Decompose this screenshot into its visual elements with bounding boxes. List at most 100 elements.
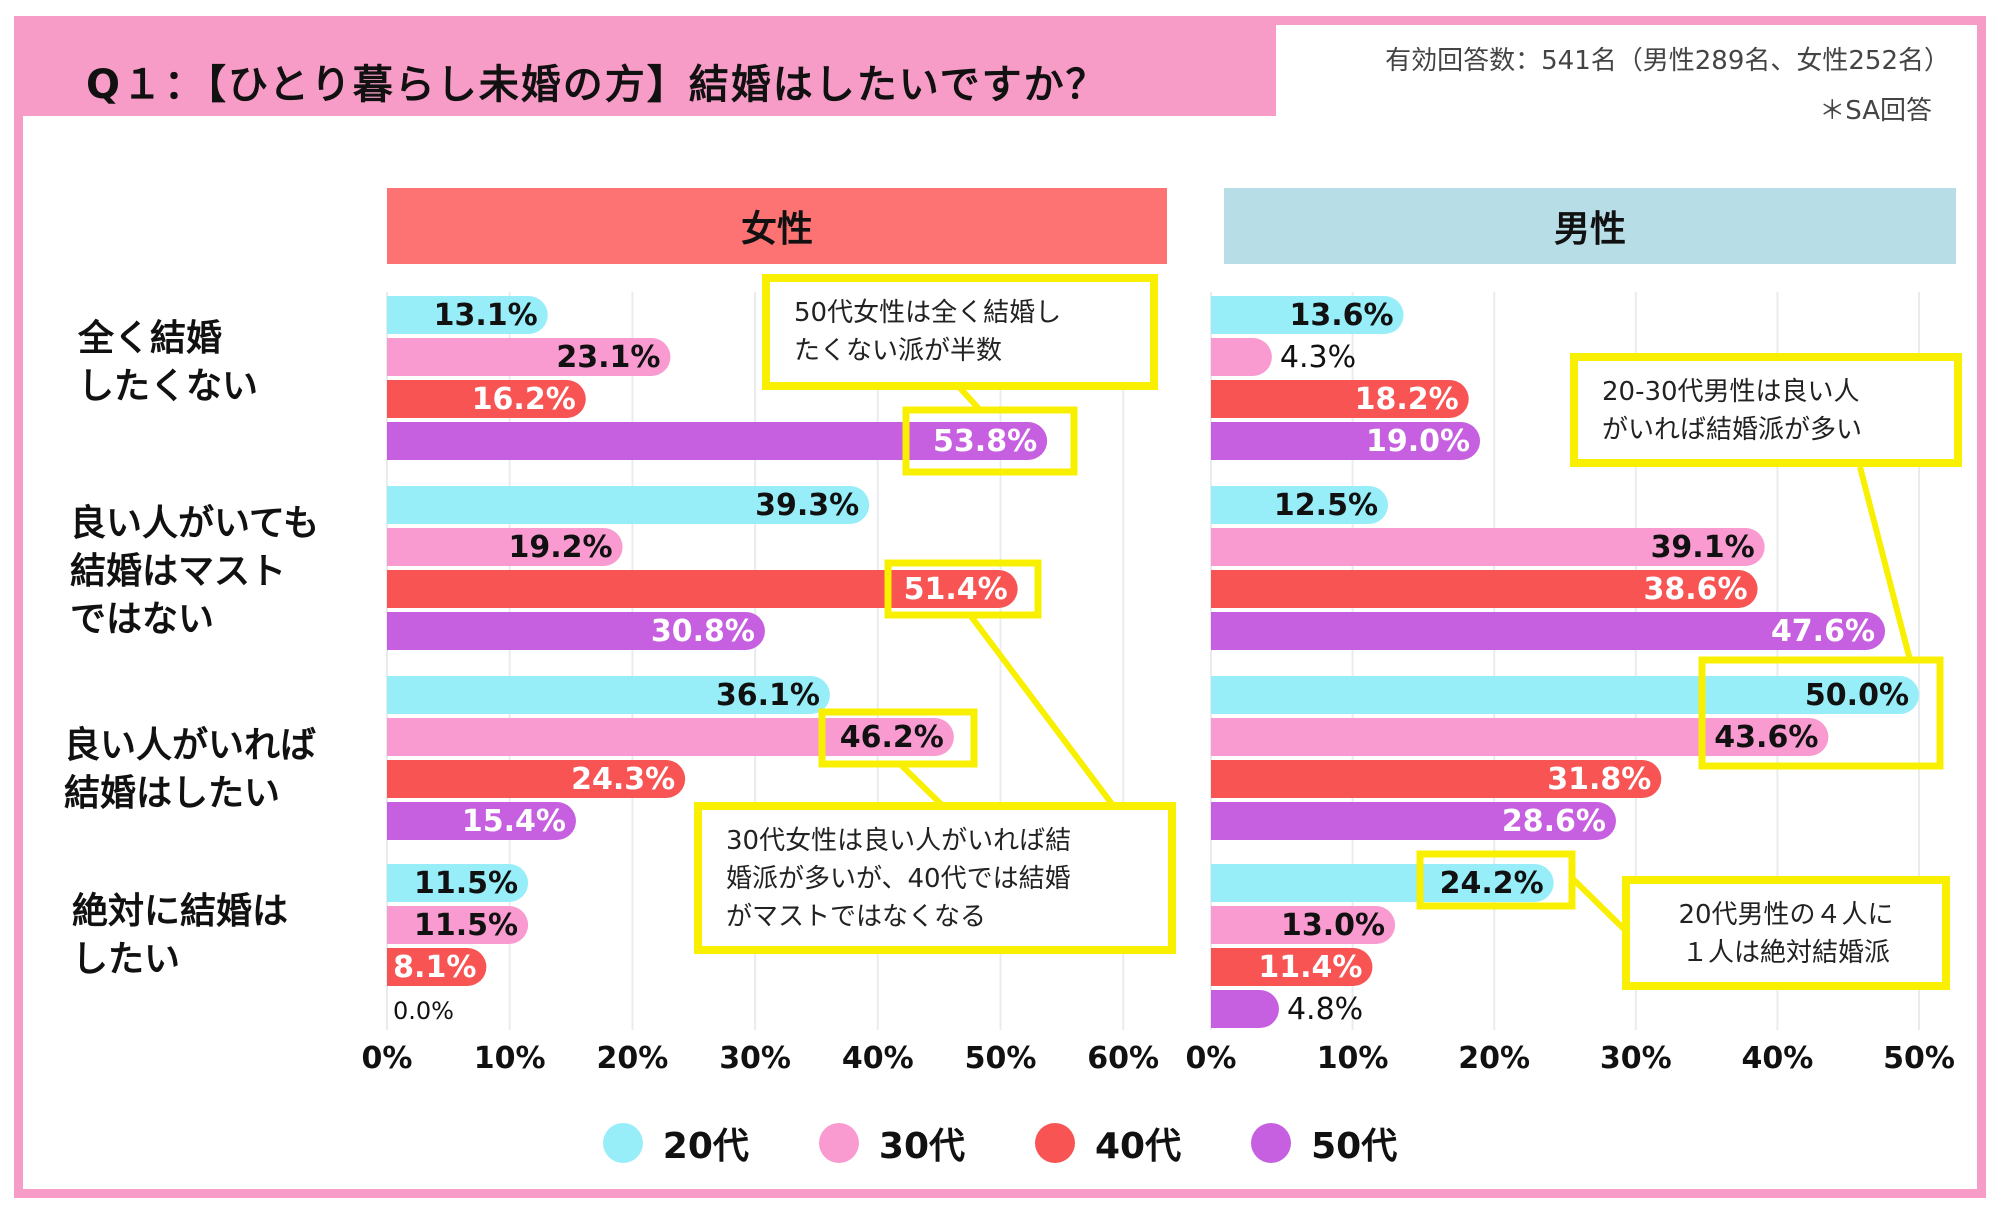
bar-40代-1 bbox=[1211, 570, 1758, 608]
bar-50代-1 bbox=[387, 612, 765, 650]
annotation-callout: 30代女性は良い人がいれば結 婚派が多いが、40代では結婚 がマストではなくなる bbox=[694, 802, 1176, 954]
bar-40代-3 bbox=[387, 948, 487, 986]
data-label: 46.2% bbox=[840, 720, 944, 755]
legend-label: 20代 bbox=[662, 1126, 749, 1167]
bar-40代-0 bbox=[1211, 380, 1469, 418]
data-label: 39.3% bbox=[755, 488, 859, 523]
data-label: 28.6% bbox=[1502, 804, 1606, 839]
callout-connector bbox=[897, 761, 948, 811]
annotation-callout: 20代男性の４人に １人は絶対結婚派 bbox=[1622, 876, 1950, 990]
data-label: 18.2% bbox=[1355, 382, 1459, 417]
legend-label: 40代 bbox=[1095, 1126, 1182, 1167]
legend-swatch-20s bbox=[602, 1123, 643, 1163]
annotation-callout: 50代女性は全く結婚し たくない派が半数 bbox=[762, 274, 1158, 390]
highlight-box bbox=[818, 708, 978, 768]
category-label: 全く結婚 したくない bbox=[78, 318, 259, 407]
x-tick-label: 0% bbox=[1186, 1041, 1237, 1076]
bar-40代-3 bbox=[1211, 948, 1373, 986]
bar-20代-3 bbox=[1211, 864, 1554, 902]
data-label: 38.6% bbox=[1643, 572, 1747, 607]
bar-50代-2 bbox=[1211, 802, 1616, 840]
bar-30代-1 bbox=[1211, 528, 1765, 566]
x-tick-label: 30% bbox=[719, 1041, 791, 1076]
x-tick-label: 10% bbox=[1317, 1041, 1389, 1076]
data-label: 0.0% bbox=[393, 997, 454, 1025]
x-tick-label: 50% bbox=[965, 1041, 1037, 1076]
bar-30代-1 bbox=[387, 528, 623, 566]
data-label: 50.0% bbox=[1805, 678, 1909, 713]
data-label: 19.2% bbox=[509, 530, 613, 565]
bar-20代-0 bbox=[1211, 296, 1404, 334]
bar-20代-2 bbox=[387, 676, 830, 714]
legend-swatch-40s bbox=[1035, 1123, 1075, 1163]
bar-30代-2 bbox=[1211, 718, 1829, 756]
answer-type-note: ＊SA回答 bbox=[1819, 96, 1932, 126]
data-label: 11.4% bbox=[1258, 950, 1362, 985]
x-tick-label: 40% bbox=[842, 1041, 914, 1076]
legend-swatch-50s bbox=[1251, 1123, 1292, 1163]
bar-50代-0 bbox=[1211, 422, 1481, 460]
x-tick-label: 60% bbox=[1087, 1041, 1159, 1076]
data-label: 51.4% bbox=[904, 572, 1008, 607]
callout-connector bbox=[1569, 875, 1633, 938]
bar-20代-3 bbox=[387, 864, 529, 902]
title-bar: Q１：【ひとり暮らし未婚の方】結婚はしたいですか？ bbox=[14, 16, 1276, 116]
data-label: 36.1% bbox=[716, 678, 820, 713]
bar-20代-1 bbox=[387, 486, 870, 524]
data-label: 43.6% bbox=[1714, 720, 1818, 755]
x-tick-label: 30% bbox=[1600, 1041, 1672, 1076]
data-label: 4.3% bbox=[1280, 340, 1356, 375]
data-label: 30.8% bbox=[651, 614, 755, 649]
category-label: 絶対に結婚は したい bbox=[72, 891, 289, 980]
bar-50代-0 bbox=[387, 422, 1048, 460]
data-label: 11.5% bbox=[414, 908, 518, 943]
category-label: 良い人がいても 結婚はマスト ではない bbox=[70, 503, 320, 640]
bar-40代-2 bbox=[387, 760, 686, 798]
x-tick-label: 0% bbox=[362, 1041, 413, 1076]
legend-swatch-30s bbox=[818, 1123, 859, 1163]
legend-label: 50代 bbox=[1311, 1126, 1398, 1167]
callout-connector bbox=[1857, 466, 1913, 661]
bar-50代-1 bbox=[1211, 612, 1886, 650]
bar-30代-2 bbox=[387, 718, 954, 756]
data-label: 11.5% bbox=[414, 866, 518, 901]
panel-header-female: 女性 bbox=[387, 188, 1167, 264]
bar-40代-0 bbox=[387, 380, 586, 418]
bar-30代-3 bbox=[1211, 906, 1396, 944]
x-tick-label: 20% bbox=[1458, 1041, 1530, 1076]
data-label: 23.1% bbox=[556, 340, 660, 375]
bar-30代-3 bbox=[387, 906, 529, 944]
legend: 20代 30代 40代 50代 bbox=[0, 1117, 2000, 1169]
data-label: 53.8% bbox=[933, 424, 1037, 459]
legend-item-40s: 40代 bbox=[1035, 1117, 1181, 1169]
bar-30代-0 bbox=[1211, 338, 1272, 376]
respondent-count: 有効回答数：541名（男性289名、女性252名） bbox=[1385, 46, 1950, 76]
annotation-callout: 20-30代男性は良い人 がいれば結婚派が多い bbox=[1570, 353, 1962, 467]
data-label: 47.6% bbox=[1771, 614, 1875, 649]
highlight-box bbox=[902, 406, 1078, 476]
x-tick-label: 50% bbox=[1883, 1041, 1955, 1076]
chart-title: Q１：【ひとり暮らし未婚の方】結婚はしたいですか？ bbox=[86, 62, 1108, 108]
data-label: 15.4% bbox=[462, 804, 566, 839]
legend-item-30s: 30代 bbox=[818, 1117, 965, 1169]
x-tick-label: 40% bbox=[1741, 1041, 1813, 1076]
data-label: 12.5% bbox=[1274, 488, 1378, 523]
callout-connector bbox=[957, 385, 983, 413]
data-label: 13.0% bbox=[1281, 908, 1385, 943]
x-tick-label: 10% bbox=[474, 1041, 546, 1076]
bar-20代-0 bbox=[387, 296, 548, 334]
highlight-box bbox=[884, 559, 1042, 619]
bar-30代-0 bbox=[387, 338, 671, 376]
highlight-box bbox=[1698, 656, 1944, 770]
bar-50代-3 bbox=[1211, 990, 1279, 1028]
bar-40代-2 bbox=[1211, 760, 1662, 798]
category-label: 良い人がいれば 結婚はしたい bbox=[64, 725, 317, 814]
bar-50代-2 bbox=[387, 802, 576, 840]
data-label: 24.3% bbox=[571, 762, 675, 797]
data-label: 24.2% bbox=[1440, 866, 1544, 901]
x-tick-label: 20% bbox=[596, 1041, 668, 1076]
callout-connector bbox=[967, 613, 1118, 810]
bar-20代-2 bbox=[1211, 676, 1919, 714]
data-label: 4.8% bbox=[1287, 992, 1363, 1027]
